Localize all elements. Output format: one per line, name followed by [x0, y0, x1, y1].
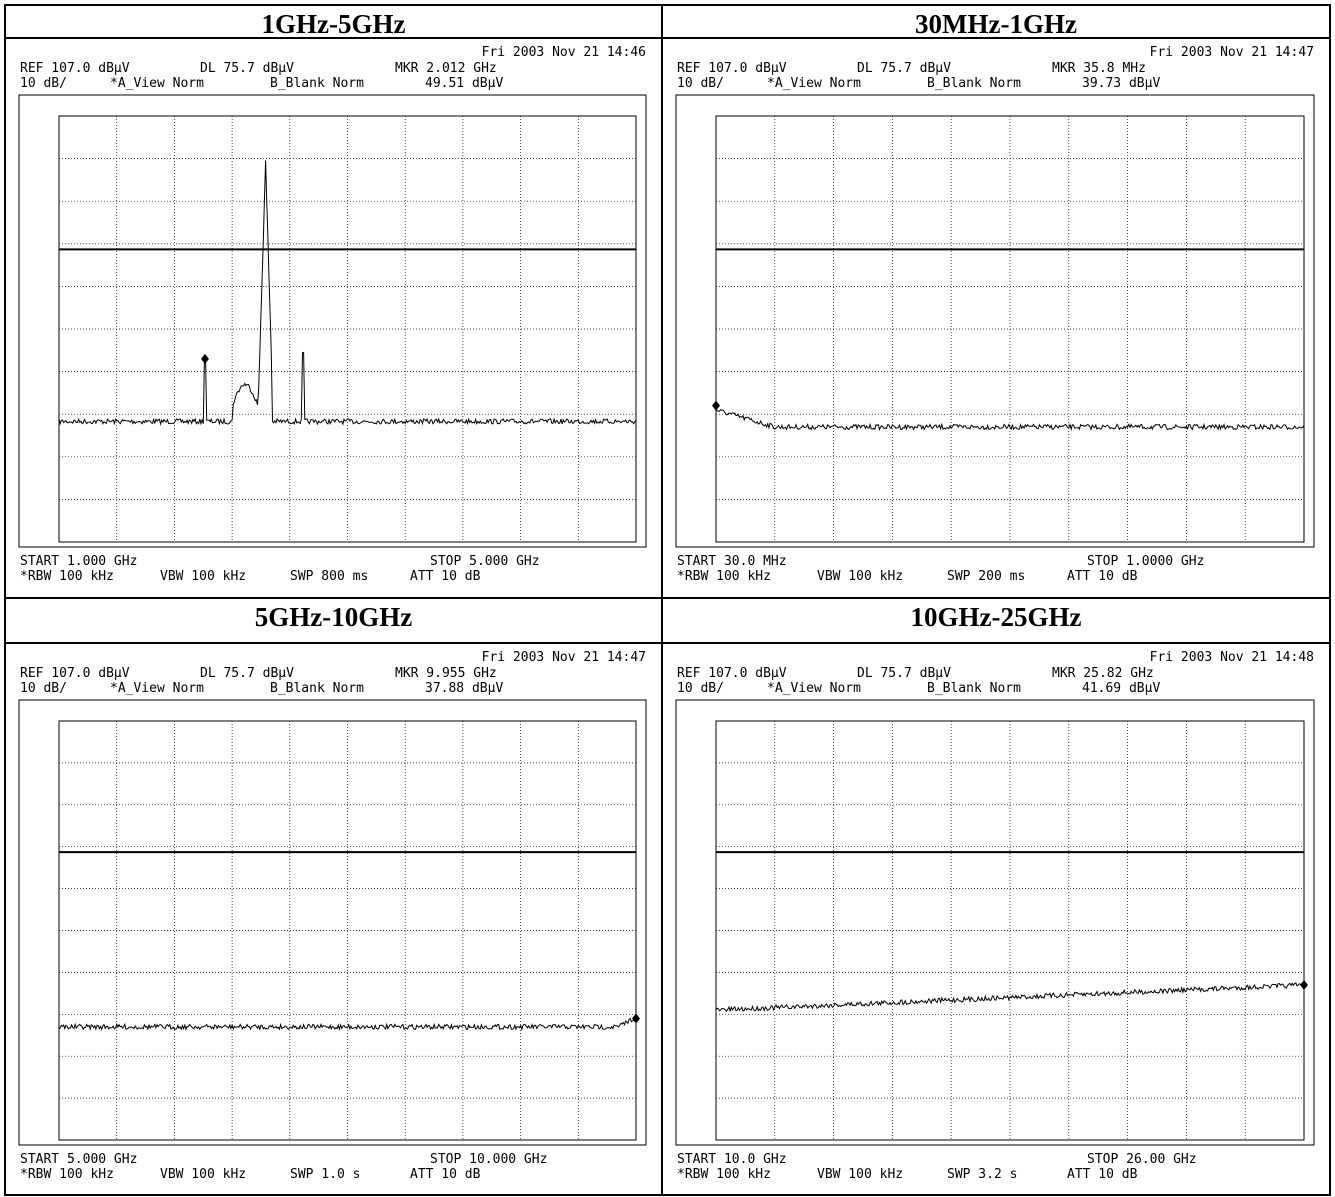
start-freq: START 1.000 GHz — [20, 554, 137, 569]
timestamp: Fri 2003 Nov 21 14:46 — [482, 45, 646, 60]
b-blank: B_Blank Norm — [927, 681, 1021, 696]
marker-freq: MKR 25.82 GHz — [1052, 666, 1154, 681]
panel-title: 5GHz-10GHz — [255, 602, 412, 632]
vbw: VBW 100 kHz — [160, 569, 246, 584]
panel-title: 30MHz-1GHz — [915, 9, 1077, 39]
marker-freq: MKR 35.8 MHz — [1052, 61, 1146, 76]
panel-title: 1GHz-5GHz — [262, 9, 406, 39]
ref-level: REF 107.0 dBµV — [677, 61, 787, 76]
timestamp: Fri 2003 Nov 21 14:48 — [1150, 650, 1314, 665]
rbw: *RBW 100 kHz — [20, 1167, 114, 1182]
scale: 10 dB/ — [677, 76, 724, 91]
graticule — [58, 115, 637, 543]
trace — [58, 160, 637, 426]
sweep: SWP 800 ms — [290, 569, 368, 584]
display-line: DL 75.7 dBµV — [857, 666, 951, 681]
attenuation: ATT 10 dB — [410, 1167, 481, 1182]
graticule — [715, 115, 1305, 543]
rbw: *RBW 100 kHz — [20, 569, 114, 584]
marker — [1300, 979, 1308, 990]
b-blank: B_Blank Norm — [270, 681, 364, 696]
vbw: VBW 100 kHz — [160, 1167, 246, 1182]
scale: 10 dB/ — [677, 681, 724, 696]
attenuation: ATT 10 dB — [410, 569, 481, 584]
marker-level: 39.73 dBµV — [1082, 76, 1160, 91]
vbw: VBW 100 kHz — [817, 1167, 903, 1182]
rbw: *RBW 100 kHz — [677, 569, 771, 584]
start-freq: START 5.000 GHz — [20, 1152, 137, 1167]
stop-freq: STOP 5.000 GHz — [430, 554, 540, 569]
a-view: *A_View Norm — [767, 681, 861, 696]
scale: 10 dB/ — [20, 681, 67, 696]
table-border — [4, 4, 1331, 1196]
marker-level: 49.51 dBµV — [425, 76, 503, 91]
timestamp: Fri 2003 Nov 21 14:47 — [1150, 45, 1314, 60]
stop-freq: STOP 1.0000 GHz — [1087, 554, 1204, 569]
a-view: *A_View Norm — [110, 681, 204, 696]
graticule — [58, 720, 637, 1141]
a-view: *A_View Norm — [110, 76, 204, 91]
marker-freq: MKR 9.955 GHz — [395, 666, 497, 681]
display-line: DL 75.7 dBµV — [200, 666, 294, 681]
marker-freq: MKR 2.012 GHz — [395, 61, 497, 76]
a-view: *A_View Norm — [767, 76, 861, 91]
display-line: DL 75.7 dBµV — [857, 61, 951, 76]
trace — [58, 1014, 637, 1032]
ref-level: REF 107.0 dBµV — [677, 666, 787, 681]
start-freq: START 10.0 GHz — [677, 1152, 787, 1167]
b-blank: B_Blank Norm — [270, 76, 364, 91]
marker — [200, 353, 209, 364]
attenuation: ATT 10 dB — [1067, 569, 1138, 584]
marker-level: 37.88 dBµV — [425, 681, 503, 696]
timestamp: Fri 2003 Nov 21 14:47 — [482, 650, 646, 665]
screen-frame — [18, 699, 647, 1146]
stop-freq: STOP 26.00 GHz — [1087, 1152, 1197, 1167]
start-freq: START 30.0 MHz — [677, 554, 787, 569]
marker — [712, 400, 720, 411]
screen-frame — [675, 699, 1315, 1146]
screen-frame — [18, 94, 647, 548]
display-line: DL 75.7 dBµV — [200, 61, 294, 76]
ref-level: REF 107.0 dBµV — [20, 666, 130, 681]
scale: 10 dB/ — [20, 76, 67, 91]
trace — [715, 982, 1305, 1013]
attenuation: ATT 10 dB — [1067, 1167, 1138, 1182]
panel-title: 10GHz-25GHz — [911, 602, 1082, 632]
b-blank: B_Blank Norm — [927, 76, 1021, 91]
rbw: *RBW 100 kHz — [677, 1167, 771, 1182]
ref-level: REF 107.0 dBµV — [20, 61, 130, 76]
marker — [632, 1013, 640, 1024]
graticule — [715, 720, 1305, 1141]
sweep: SWP 200 ms — [947, 569, 1025, 584]
screen-frame — [675, 94, 1315, 548]
marker-level: 41.69 dBµV — [1082, 681, 1160, 696]
sweep: SWP 1.0 s — [290, 1167, 360, 1182]
stop-freq: STOP 10.000 GHz — [430, 1152, 547, 1167]
trace — [715, 408, 1305, 432]
sweep: SWP 3.2 s — [947, 1167, 1017, 1182]
vbw: VBW 100 kHz — [817, 569, 903, 584]
